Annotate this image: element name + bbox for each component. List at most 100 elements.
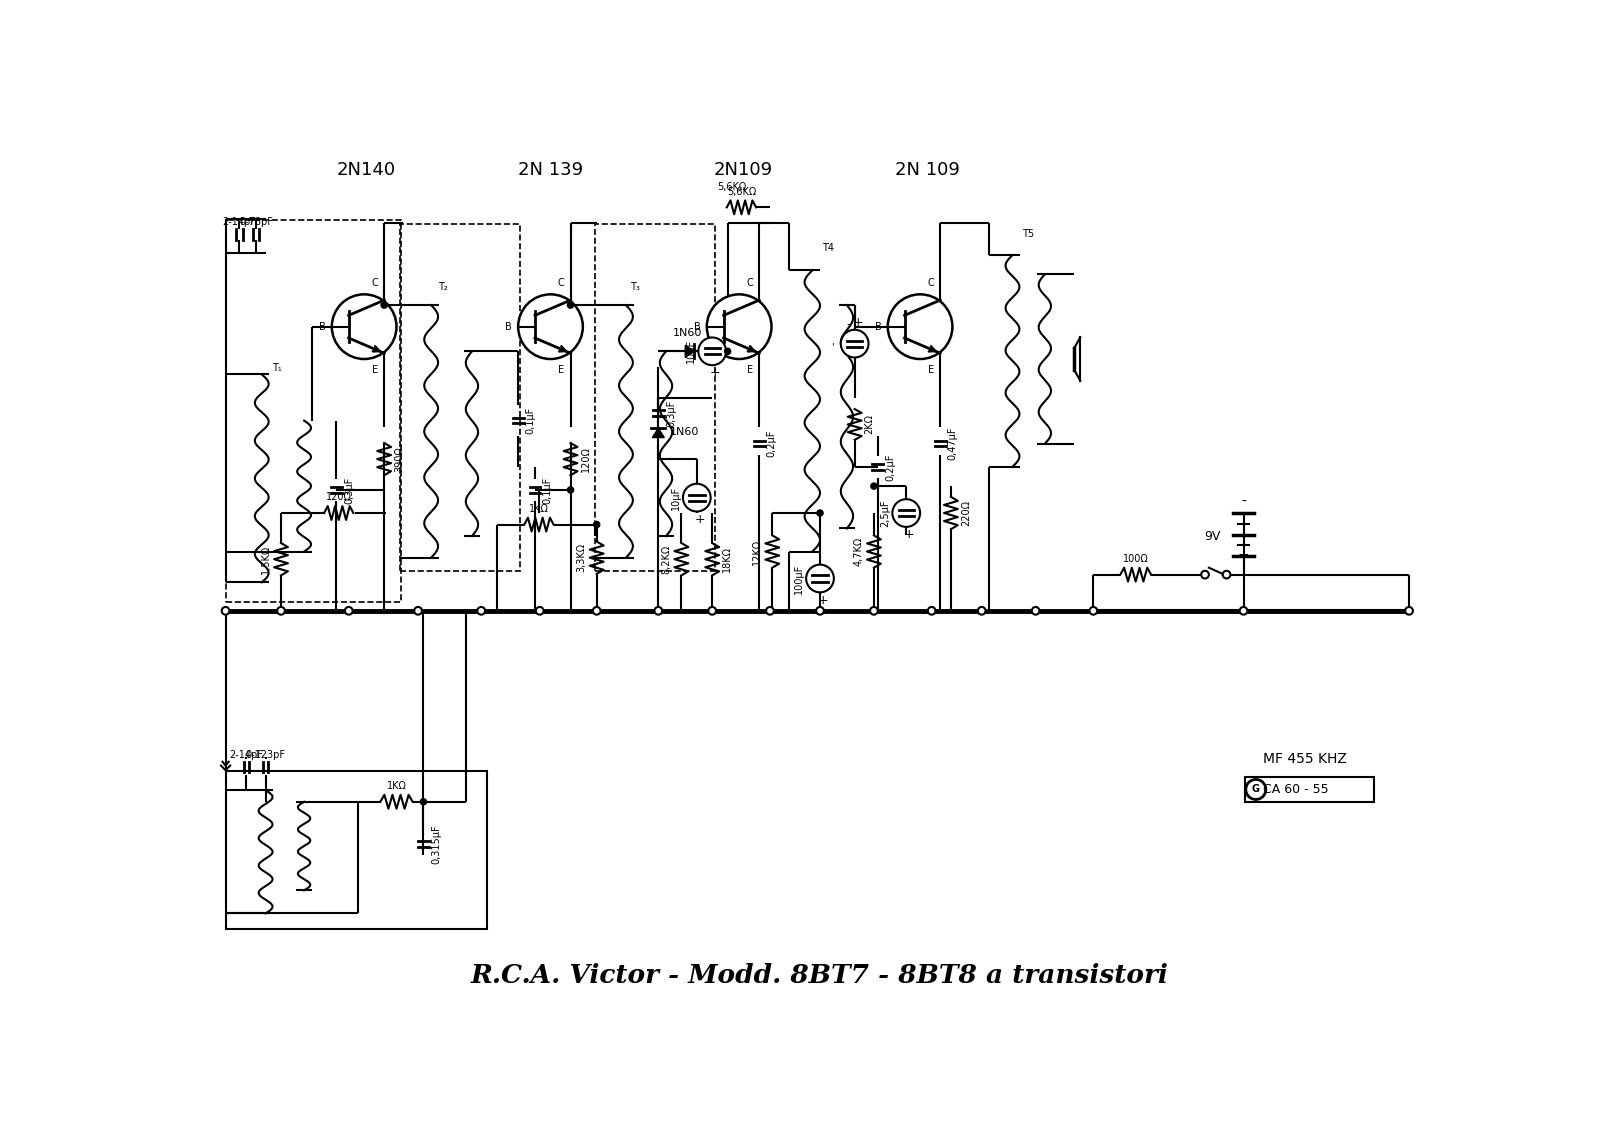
Text: 0,315μF: 0,315μF [430,824,442,864]
Text: 3,3KΩ: 3,3KΩ [576,543,587,572]
Circle shape [222,607,229,614]
Circle shape [1405,607,1413,614]
Circle shape [568,486,574,493]
Circle shape [414,607,422,614]
Text: 100Ω: 100Ω [1123,554,1149,564]
Text: T₂: T₂ [438,282,448,292]
Polygon shape [685,345,694,357]
Text: 1KΩ: 1KΩ [387,782,406,791]
Text: 18KΩ: 18KΩ [722,546,733,572]
Bar [595,224,715,571]
Circle shape [707,294,771,359]
Text: 2KΩ: 2KΩ [864,414,875,434]
Circle shape [331,294,397,359]
Circle shape [698,337,726,365]
Text: C: C [928,278,934,288]
Text: +: + [818,594,829,606]
Text: +: + [1238,549,1250,562]
Circle shape [888,294,952,359]
Text: 10μF: 10μF [686,339,696,363]
Circle shape [1222,571,1230,578]
Circle shape [928,607,936,614]
Text: E: E [558,365,565,375]
Text: 5,6KΩ: 5,6KΩ [726,187,757,197]
Circle shape [1202,571,1210,578]
Text: C: C [558,278,565,288]
Text: +: + [853,316,862,329]
Circle shape [536,607,544,614]
Text: 120Ω: 120Ω [581,447,590,472]
Text: 0-78pF: 0-78pF [240,216,274,226]
Text: 12KΩ: 12KΩ [752,538,762,564]
Circle shape [1032,607,1040,614]
Circle shape [870,483,877,489]
Polygon shape [653,429,664,438]
Text: 1KΩ: 1KΩ [530,503,549,513]
Text: T4: T4 [822,243,834,253]
Circle shape [421,798,427,805]
Text: 100μF: 100μF [794,563,803,594]
Text: 4,7KΩ: 4,7KΩ [854,537,864,567]
Text: E: E [747,365,754,375]
Text: 390Ω: 390Ω [394,447,405,472]
Text: C: C [747,278,754,288]
Bar [226,221,402,602]
Text: -: - [846,318,851,331]
Text: 0,1μF: 0,1μF [526,407,536,434]
Circle shape [709,607,717,614]
Text: 8,2KΩ: 8,2KΩ [661,545,672,573]
Text: +: + [694,512,706,526]
Text: E: E [928,365,934,375]
Text: B: B [318,321,326,331]
Text: 10μF: 10μF [670,485,680,510]
Text: B: B [694,321,701,331]
Text: 0,47μF: 0,47μF [947,428,958,460]
Text: +: + [710,366,720,379]
Text: G: G [1251,785,1259,794]
Text: 120Ω: 120Ω [326,492,352,502]
Text: 2N 109: 2N 109 [896,162,960,180]
Text: 2-14pF: 2-14pF [222,216,256,226]
Circle shape [840,330,869,357]
Circle shape [816,607,824,614]
Circle shape [893,499,920,527]
Circle shape [477,607,485,614]
Text: 2N109: 2N109 [714,162,773,180]
Circle shape [806,564,834,593]
Text: 9V: 9V [1205,529,1221,543]
Text: 0,3μF: 0,3μF [344,476,354,503]
Text: 0,2μF: 0,2μF [885,454,896,481]
Text: 0,2μF: 0,2μF [766,430,778,457]
Text: 0,3μF: 0,3μF [666,399,675,426]
Circle shape [568,302,574,309]
Circle shape [594,607,600,614]
Circle shape [725,348,731,354]
Text: +: + [904,528,915,541]
Text: T₁: T₁ [272,363,282,372]
Text: 2N 139: 2N 139 [518,162,582,180]
Circle shape [870,607,878,614]
Bar [1245,777,1374,802]
Text: MF 455 KHZ: MF 455 KHZ [1262,752,1347,767]
Text: E: E [371,365,378,375]
Text: R.C.A. Victor - Modd. 8BT7 - 8BT8 a transistori: R.C.A. Victor - Modd. 8BT7 - 8BT8 a tran… [470,962,1170,987]
Circle shape [766,607,774,614]
Text: -: - [829,342,838,345]
Circle shape [683,484,710,511]
Bar [400,224,520,571]
Text: 220Ω: 220Ω [962,500,971,526]
Text: CA 60 - 55: CA 60 - 55 [1262,783,1328,796]
Circle shape [1090,607,1098,614]
Circle shape [1240,607,1248,614]
Bar [226,771,488,929]
Circle shape [518,294,582,359]
Circle shape [978,607,986,614]
Circle shape [1246,779,1266,800]
Text: -: - [1242,494,1246,509]
Circle shape [654,607,662,614]
Text: C: C [371,278,378,288]
Text: T₃: T₃ [630,282,640,292]
Text: B: B [875,321,882,331]
Text: 0-123pF: 0-123pF [246,750,286,760]
Circle shape [277,607,285,614]
